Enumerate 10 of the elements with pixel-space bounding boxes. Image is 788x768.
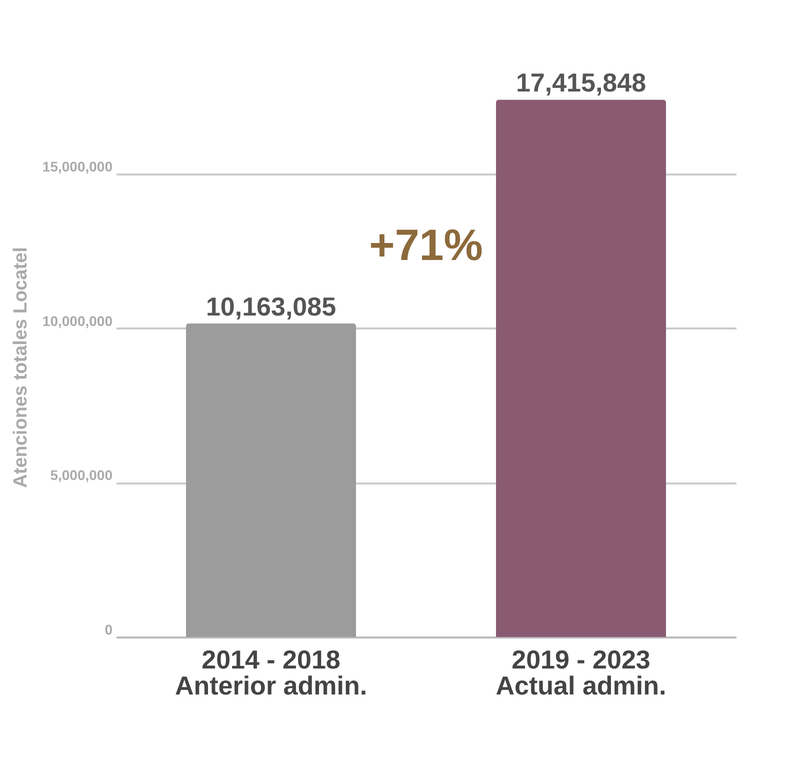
x-tick-label: 2019 - 2023 Actual admin.: [496, 644, 666, 700]
x-tick-label: 2014 - 2018 Anterior admin.: [174, 644, 368, 700]
y-tick-label: 5,000,000: [50, 467, 113, 484]
y-tick-label: 15,000,000: [42, 158, 113, 175]
y-axis-title: Atenciones totales Locatel: [10, 247, 32, 488]
data-label: 17,415,848: [516, 68, 646, 98]
y-tick-label: 10,000,000: [42, 312, 113, 329]
annotation: +71%: [369, 221, 483, 270]
y-tick-label: 0: [104, 622, 113, 638]
data-label: 10,163,085: [206, 291, 336, 322]
